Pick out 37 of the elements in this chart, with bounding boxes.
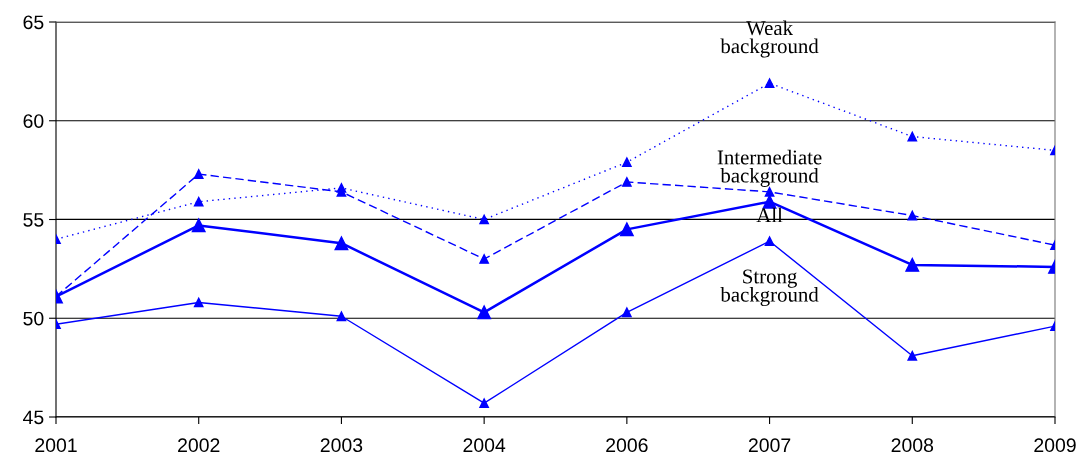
series-label: Intermediate background [717,149,822,187]
point [334,236,349,251]
point [479,398,490,409]
y-tick-label: 60 [23,114,44,128]
y-tick-label: 45 [23,410,44,425]
point [764,236,775,247]
x-tick-label: 2003 [320,438,363,453]
x-tick-label: 2009 [1034,438,1076,453]
point [477,305,492,320]
point [191,218,206,233]
point [336,311,347,322]
point [193,196,204,207]
point [479,214,490,225]
point [621,307,632,318]
y-tick-label: 65 [23,15,44,30]
y-tick-label: 50 [23,311,44,326]
point [907,131,918,142]
series-label: Strong background [720,269,819,306]
x-tick-label: 2006 [606,438,648,453]
x-tick-label: 2002 [178,438,220,453]
point [621,157,632,168]
point [193,297,204,308]
x-tick-label: 2008 [891,438,934,453]
x-tick-label: 2007 [748,438,791,453]
point [907,210,918,221]
point [193,169,204,179]
x-tick-label: 2001 [35,438,77,453]
point [905,257,920,272]
x-tick-label: 2004 [463,438,506,453]
y-tick-label: 55 [23,213,44,227]
point [621,177,632,187]
point [907,350,918,361]
series-label: Weak background [720,20,819,58]
point [479,254,490,264]
point [619,222,634,237]
point [764,78,775,89]
point [764,186,775,197]
